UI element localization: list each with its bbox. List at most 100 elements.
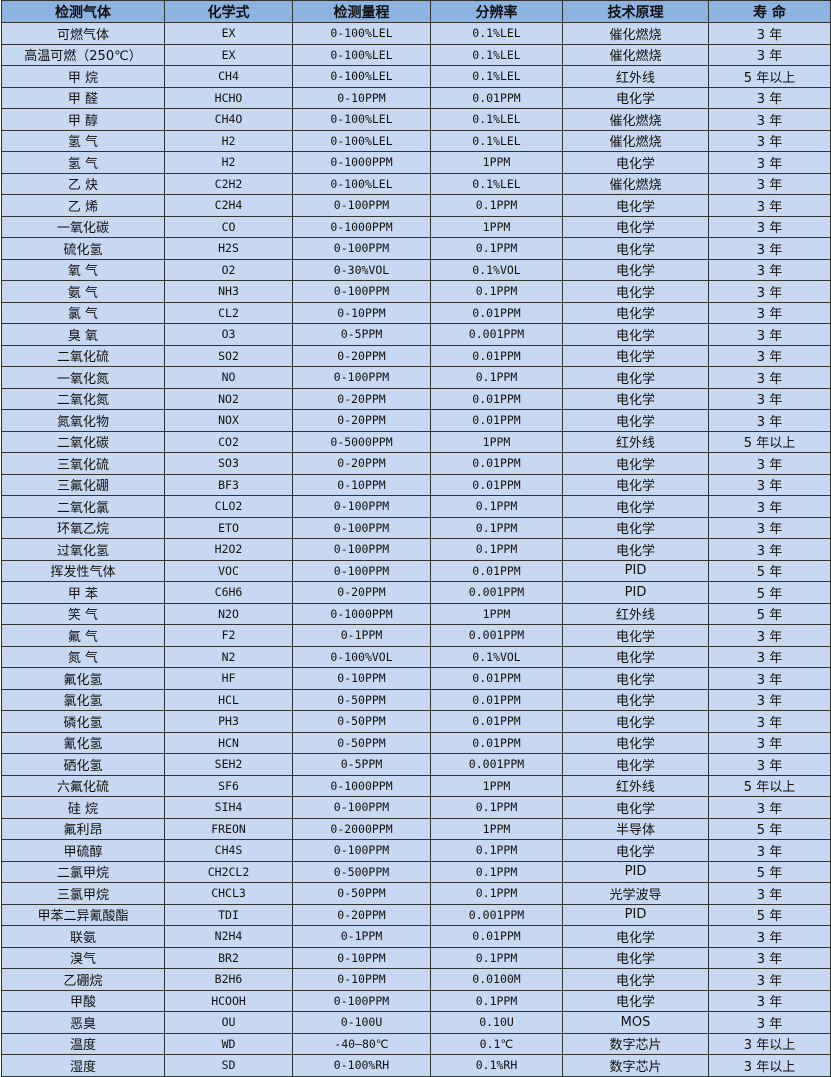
cell-lifespan: 3 年 (708, 151, 831, 174)
cell-lifespan: 3 年 (708, 473, 831, 496)
cell-formula: CO2 (164, 430, 293, 453)
column-header-gas: 检测气体 (1, 0, 165, 23)
cell-gas: 恶臭 (1, 1011, 165, 1034)
cell-lifespan: 3 年 (708, 495, 831, 518)
table-row: 笑 气 N2O 0-1000PPM 1PPM 红外线 5 年 (1, 602, 831, 625)
cell-formula: PH3 (164, 710, 293, 733)
cell-range: 0-2000PPM (292, 817, 431, 840)
table-row: 氯 气 CL2 0-10PPM 0.01PPM 电化学 3 年 (1, 301, 831, 324)
table-row: 磷化氢 PH3 0-50PPM 0.01PPM 电化学 3 年 (1, 710, 831, 733)
cell-lifespan: 5 年 (708, 817, 831, 840)
cell-range: 0-50PPM (292, 731, 431, 754)
cell-range: 0-20PPM (292, 344, 431, 367)
table-row: 乙硼烷 B2H6 0-10PPM 0.0100M 电化学 3 年 (1, 968, 831, 991)
cell-lifespan: 3 年 (708, 839, 831, 862)
cell-principle: 电化学 (562, 237, 709, 260)
cell-formula: HCL (164, 688, 293, 711)
cell-formula: H2S (164, 237, 293, 260)
cell-formula: O2 (164, 258, 293, 281)
cell-range: 0-10PPM (292, 301, 431, 324)
cell-gas: 氮氧化物 (1, 409, 165, 432)
cell-lifespan: 3 年 (708, 86, 831, 109)
cell-formula: BF3 (164, 473, 293, 496)
cell-principle: 催化燃烧 (562, 108, 709, 131)
cell-formula: H2O2 (164, 538, 293, 561)
cell-resolution: 0.01PPM (430, 86, 563, 109)
column-header-range: 检测量程 (292, 0, 431, 23)
cell-lifespan: 3 年 (708, 989, 831, 1012)
table-row: 氮氧化物 NOX 0-20PPM 0.01PPM 电化学 3 年 (1, 409, 831, 432)
cell-lifespan: 5 年 (708, 860, 831, 883)
cell-range: 0-100U (292, 1011, 431, 1034)
table-row: 氟利昂 FREON 0-2000PPM 1PPM 半导体 5 年 (1, 817, 831, 840)
cell-principle: 电化学 (562, 215, 709, 238)
cell-formula: NO (164, 366, 293, 389)
table-row: 甲 烷 CH4 0-100%LEL 0.1%LEL 红外线 5 年以上 (1, 65, 831, 88)
cell-lifespan: 3 年 (708, 968, 831, 991)
cell-lifespan: 3 年 (708, 22, 831, 45)
cell-resolution: 1PPM (430, 430, 563, 453)
cell-gas: 氟化氢 (1, 667, 165, 690)
cell-resolution: 1PPM (430, 151, 563, 174)
cell-resolution: 0.01PPM (430, 301, 563, 324)
cell-principle: MOS (562, 1011, 709, 1034)
cell-formula: CH4S (164, 839, 293, 862)
cell-gas: 六氟化硫 (1, 774, 165, 797)
cell-gas: 氧 气 (1, 258, 165, 281)
cell-range: 0-5000PPM (292, 430, 431, 453)
cell-formula: WD (164, 1032, 293, 1055)
table-row: 三氟化硼 BF3 0-10PPM 0.01PPM 电化学 3 年 (1, 473, 831, 496)
cell-principle: 催化燃烧 (562, 172, 709, 195)
cell-principle: 电化学 (562, 301, 709, 324)
cell-resolution: 1PPM (430, 774, 563, 797)
cell-formula: EX (164, 22, 293, 45)
cell-lifespan: 3 年 (708, 237, 831, 260)
cell-range: 0-5PPM (292, 323, 431, 346)
cell-range: 0-100PPM (292, 280, 431, 303)
cell-range: 0-100PPM (292, 796, 431, 819)
cell-principle: 催化燃烧 (562, 129, 709, 152)
cell-lifespan: 3 年 (708, 731, 831, 754)
cell-principle: PID (562, 581, 709, 604)
cell-principle: PID (562, 559, 709, 582)
table-row: 甲硫醇 CH4S 0-100PPM 0.1PPM 电化学 3 年 (1, 839, 831, 862)
cell-formula: CH4 (164, 65, 293, 88)
cell-lifespan: 3 年 (708, 194, 831, 217)
cell-range: 0-100%LEL (292, 172, 431, 195)
cell-resolution: 0.01PPM (430, 452, 563, 475)
cell-gas: 温度 (1, 1032, 165, 1055)
cell-formula: C2H4 (164, 194, 293, 217)
cell-lifespan: 5 年以上 (708, 65, 831, 88)
cell-principle: 电化学 (562, 667, 709, 690)
cell-gas: 氢 气 (1, 151, 165, 174)
cell-resolution: 0.001PPM (430, 753, 563, 776)
cell-gas: 一氧化氮 (1, 366, 165, 389)
cell-gas: 氨 气 (1, 280, 165, 303)
cell-resolution: 1PPM (430, 602, 563, 625)
table-row: 甲 醛 HCHO 0-10PPM 0.01PPM 电化学 3 年 (1, 86, 831, 109)
table-row: 氟化氢 HF 0-10PPM 0.01PPM 电化学 3 年 (1, 667, 831, 690)
table-row: 氰化氢 HCN 0-50PPM 0.01PPM 电化学 3 年 (1, 731, 831, 754)
cell-principle: 电化学 (562, 753, 709, 776)
cell-formula: CLO2 (164, 495, 293, 518)
cell-principle: 电化学 (562, 946, 709, 969)
cell-resolution: 0.1PPM (430, 495, 563, 518)
cell-principle: 红外线 (562, 774, 709, 797)
cell-formula: EX (164, 43, 293, 66)
cell-lifespan: 5 年 (708, 559, 831, 582)
cell-formula: HF (164, 667, 293, 690)
column-header-formula: 化学式 (164, 0, 293, 23)
cell-principle: 电化学 (562, 409, 709, 432)
cell-resolution: 0.001PPM (430, 323, 563, 346)
cell-principle: 电化学 (562, 194, 709, 217)
cell-gas: 甲 烷 (1, 65, 165, 88)
cell-lifespan: 3 年 (708, 129, 831, 152)
cell-lifespan: 3 年 (708, 925, 831, 948)
cell-principle: 催化燃烧 (562, 22, 709, 45)
cell-resolution: 0.1%VOL (430, 258, 563, 281)
cell-range: 0-20PPM (292, 903, 431, 926)
cell-resolution: 0.01PPM (430, 925, 563, 948)
table-row: 氢 气 H2 0-100%LEL 0.1%LEL 催化燃烧 3 年 (1, 129, 831, 152)
cell-principle: 光学波导 (562, 882, 709, 905)
